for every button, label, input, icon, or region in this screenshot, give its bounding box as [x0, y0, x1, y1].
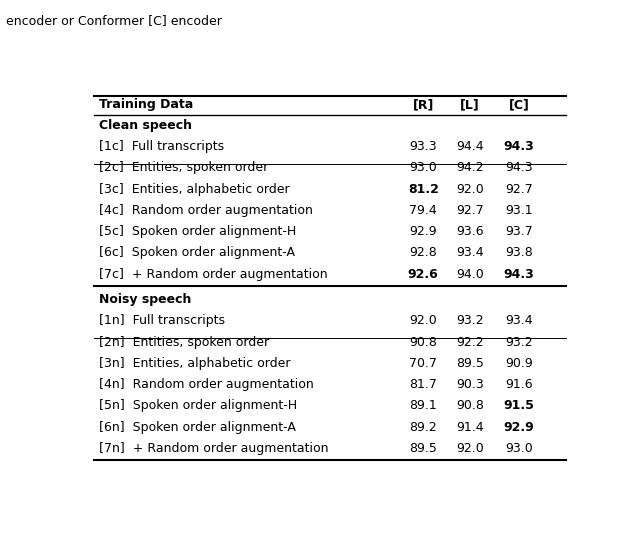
Text: [7c]  + Random order augmentation: [7c] + Random order augmentation — [99, 268, 328, 281]
Text: 79.4: 79.4 — [410, 204, 437, 217]
Text: 92.7: 92.7 — [456, 204, 484, 217]
Text: [7n]  + Random order augmentation: [7n] + Random order augmentation — [99, 442, 328, 455]
Text: 70.7: 70.7 — [409, 357, 437, 370]
Text: 93.7: 93.7 — [505, 225, 533, 238]
Text: [C]: [C] — [508, 98, 529, 111]
Text: 89.2: 89.2 — [410, 421, 437, 434]
Text: 89.1: 89.1 — [410, 400, 437, 412]
Text: 93.8: 93.8 — [505, 246, 533, 259]
Text: [L]: [L] — [460, 98, 480, 111]
Text: 90.3: 90.3 — [456, 378, 484, 391]
Text: 93.0: 93.0 — [410, 161, 437, 174]
Text: 92.9: 92.9 — [410, 225, 437, 238]
Text: 93.6: 93.6 — [456, 225, 484, 238]
Text: 92.7: 92.7 — [505, 183, 533, 196]
Text: 94.2: 94.2 — [456, 161, 484, 174]
Text: 93.4: 93.4 — [505, 315, 533, 327]
Text: 81.2: 81.2 — [408, 183, 439, 196]
Text: 94.3: 94.3 — [503, 268, 534, 281]
Text: [2n]  Entities, spoken order: [2n] Entities, spoken order — [99, 336, 269, 349]
Text: [2c]  Entities, spoken order: [2c] Entities, spoken order — [99, 161, 268, 174]
Text: 92.9: 92.9 — [503, 421, 534, 434]
Text: [4c]  Random order augmentation: [4c] Random order augmentation — [99, 204, 313, 217]
Text: 89.5: 89.5 — [456, 357, 484, 370]
Text: Clean speech: Clean speech — [99, 119, 192, 132]
Text: [5n]  Spoken order alignment-H: [5n] Spoken order alignment-H — [99, 400, 297, 412]
Text: 91.6: 91.6 — [505, 378, 533, 391]
Text: [4n]  Random order augmentation: [4n] Random order augmentation — [99, 378, 314, 391]
Text: 93.3: 93.3 — [410, 140, 437, 153]
Text: 81.7: 81.7 — [410, 378, 437, 391]
Text: 90.8: 90.8 — [410, 336, 437, 349]
Text: [3c]  Entities, alphabetic order: [3c] Entities, alphabetic order — [99, 183, 290, 196]
Text: [1n]  Full transcripts: [1n] Full transcripts — [99, 315, 225, 327]
Text: encoder or Conformer [C] encoder: encoder or Conformer [C] encoder — [6, 14, 222, 27]
Text: 92.0: 92.0 — [456, 442, 484, 455]
Text: 93.4: 93.4 — [456, 246, 484, 259]
Text: 92.6: 92.6 — [408, 268, 439, 281]
Text: 89.5: 89.5 — [410, 442, 437, 455]
Text: [6n]  Spoken order alignment-A: [6n] Spoken order alignment-A — [99, 421, 296, 434]
Text: 90.8: 90.8 — [456, 400, 484, 412]
Text: 91.5: 91.5 — [503, 400, 534, 412]
Text: 90.9: 90.9 — [505, 357, 533, 370]
Text: [R]: [R] — [413, 98, 434, 111]
Text: 91.4: 91.4 — [456, 421, 484, 434]
Text: 94.3: 94.3 — [505, 161, 533, 174]
Text: 93.2: 93.2 — [505, 336, 533, 349]
Text: 94.3: 94.3 — [503, 140, 534, 153]
Text: Noisy speech: Noisy speech — [99, 293, 191, 306]
Text: [6c]  Spoken order alignment-A: [6c] Spoken order alignment-A — [99, 246, 295, 259]
Text: 92.0: 92.0 — [456, 183, 484, 196]
Text: 92.8: 92.8 — [410, 246, 437, 259]
Text: 93.0: 93.0 — [505, 442, 533, 455]
Text: [3n]  Entities, alphabetic order: [3n] Entities, alphabetic order — [99, 357, 290, 370]
Text: 94.0: 94.0 — [456, 268, 484, 281]
Text: 93.2: 93.2 — [456, 315, 484, 327]
Text: 92.2: 92.2 — [456, 336, 484, 349]
Text: [5c]  Spoken order alignment-H: [5c] Spoken order alignment-H — [99, 225, 296, 238]
Text: Training Data: Training Data — [99, 98, 193, 111]
Text: [1c]  Full transcripts: [1c] Full transcripts — [99, 140, 224, 153]
Text: 94.4: 94.4 — [456, 140, 484, 153]
Text: 92.0: 92.0 — [410, 315, 437, 327]
Text: 93.1: 93.1 — [505, 204, 533, 217]
